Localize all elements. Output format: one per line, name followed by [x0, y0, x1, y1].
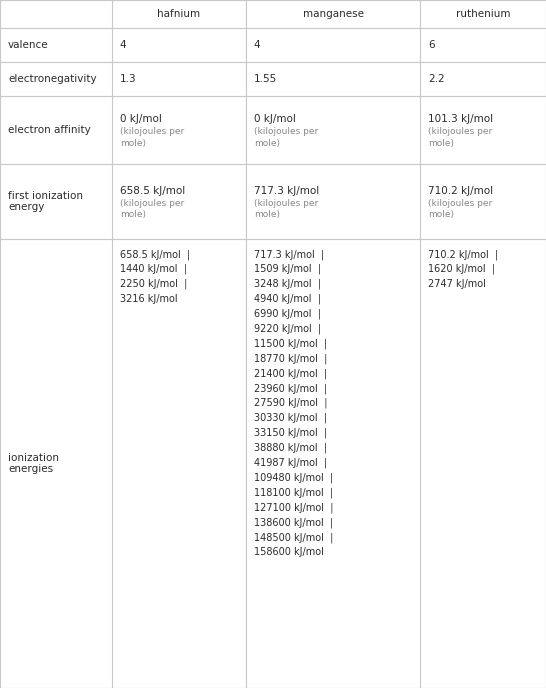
Text: 1.55: 1.55	[254, 74, 277, 84]
Text: 6: 6	[429, 40, 435, 50]
Text: 710.2 kJ/mol: 710.2 kJ/mol	[429, 186, 494, 196]
Text: electronegativity: electronegativity	[8, 74, 97, 84]
Text: hafnium: hafnium	[157, 9, 200, 19]
Text: 1.3: 1.3	[120, 74, 136, 84]
Text: (kilojoules per
mole): (kilojoules per mole)	[429, 199, 492, 219]
Text: (kilojoules per
mole): (kilojoules per mole)	[254, 199, 318, 219]
Text: 0 kJ/mol: 0 kJ/mol	[254, 114, 295, 125]
Text: 4: 4	[254, 40, 260, 50]
Text: 101.3 kJ/mol: 101.3 kJ/mol	[429, 114, 494, 125]
Text: first ionization
energy: first ionization energy	[8, 191, 83, 213]
Text: 4: 4	[120, 40, 127, 50]
Text: 717.3 kJ/mol: 717.3 kJ/mol	[254, 186, 319, 196]
Text: manganese: manganese	[302, 9, 364, 19]
Text: (kilojoules per
mole): (kilojoules per mole)	[120, 127, 184, 148]
Text: valence: valence	[8, 40, 49, 50]
Text: 710.2 kJ/mol  |
1620 kJ/mol  |
2747 kJ/mol: 710.2 kJ/mol | 1620 kJ/mol | 2747 kJ/mol	[429, 249, 498, 289]
Text: (kilojoules per
mole): (kilojoules per mole)	[120, 199, 184, 219]
Text: ionization
energies: ionization energies	[8, 453, 59, 474]
Text: (kilojoules per
mole): (kilojoules per mole)	[254, 127, 318, 148]
Text: (kilojoules per
mole): (kilojoules per mole)	[429, 127, 492, 148]
Text: 717.3 kJ/mol  |
1509 kJ/mol  |
3248 kJ/mol  |
4940 kJ/mol  |
6990 kJ/mol  |
9220: 717.3 kJ/mol | 1509 kJ/mol | 3248 kJ/mol…	[254, 249, 333, 557]
Text: 0 kJ/mol: 0 kJ/mol	[120, 114, 162, 125]
Text: 658.5 kJ/mol  |
1440 kJ/mol  |
2250 kJ/mol  |
3216 kJ/mol: 658.5 kJ/mol | 1440 kJ/mol | 2250 kJ/mol…	[120, 249, 190, 303]
Text: ruthenium: ruthenium	[456, 9, 511, 19]
Text: 658.5 kJ/mol: 658.5 kJ/mol	[120, 186, 185, 196]
Text: 2.2: 2.2	[429, 74, 445, 84]
Text: electron affinity: electron affinity	[8, 125, 91, 135]
